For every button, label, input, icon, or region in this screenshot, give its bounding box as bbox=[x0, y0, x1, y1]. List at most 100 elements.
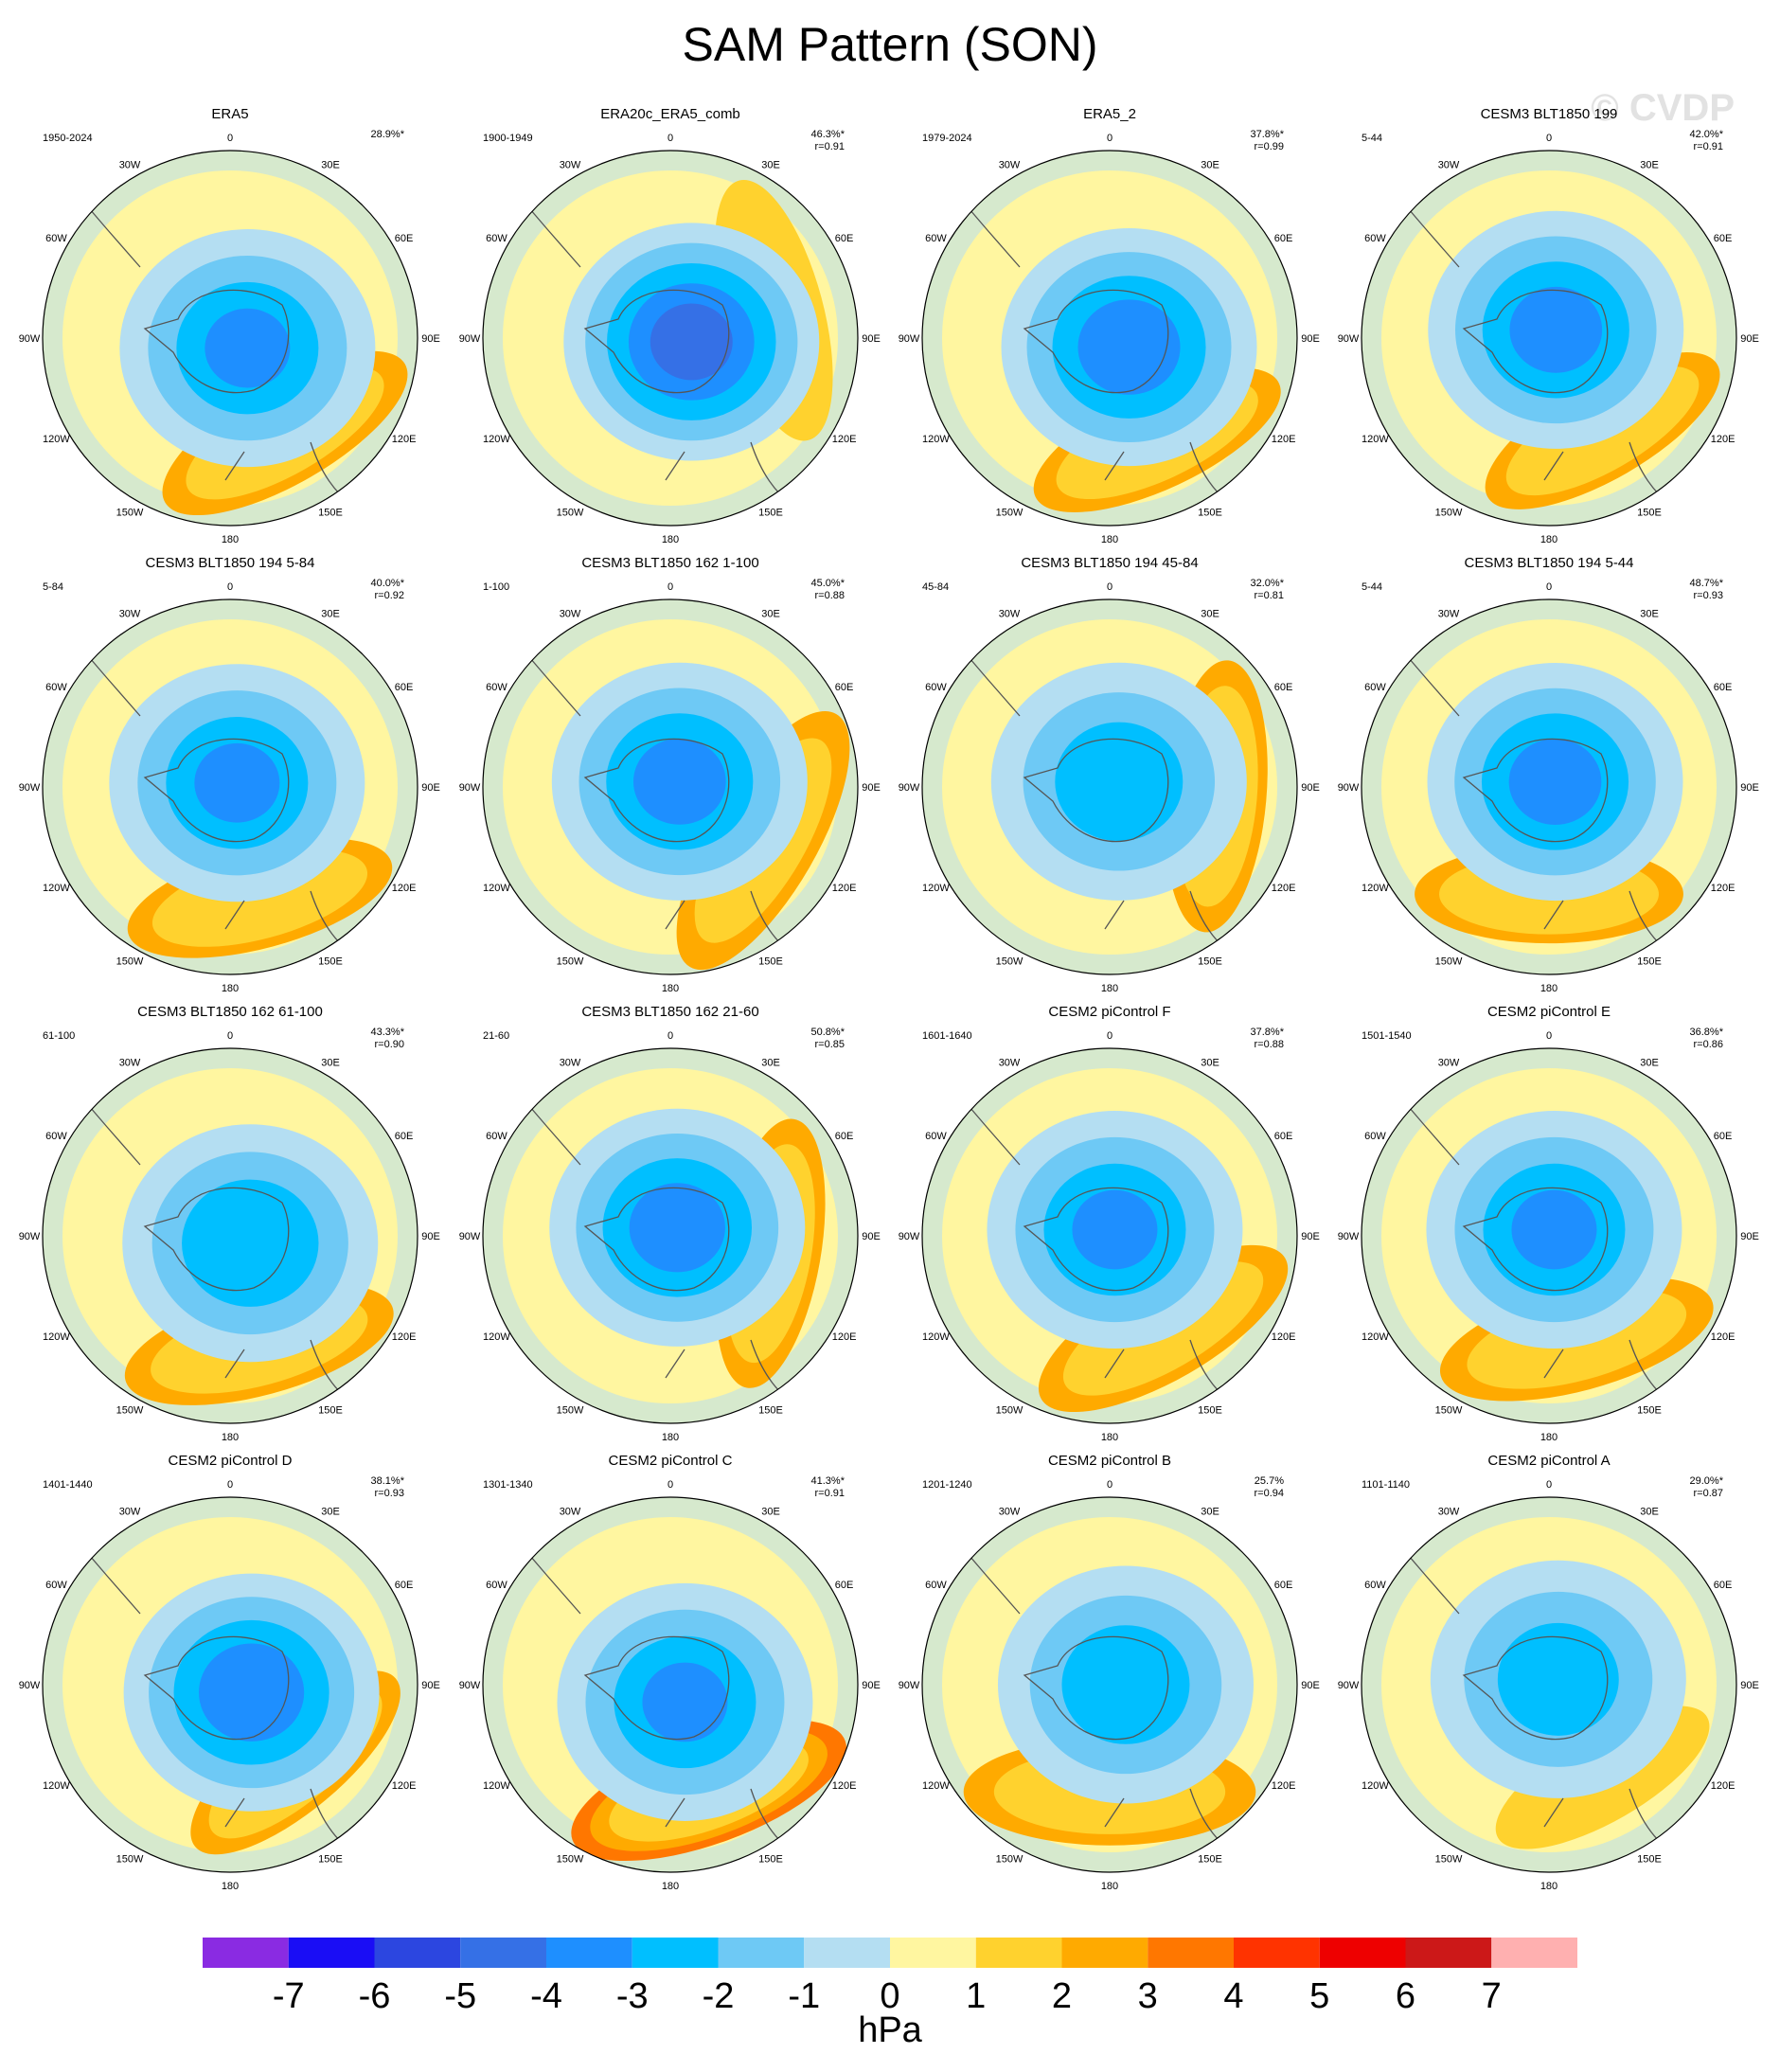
longitude-tick-label: 60E bbox=[1274, 233, 1293, 244]
colorbar-tick-label: 7 bbox=[1482, 1976, 1502, 2016]
colorbar-swatch bbox=[546, 1938, 632, 1968]
map-panel: 0 30E 60E 90E 120E 150E 180 150W 120W 90W 60W 30W CE… bbox=[1338, 1453, 1759, 1892]
longitude-tick-label: 120W bbox=[1362, 1331, 1389, 1343]
longitude-tick-label: 30E bbox=[1640, 159, 1659, 170]
longitude-tick-label: 180 bbox=[662, 534, 679, 545]
panel-period: 1950-2024 bbox=[43, 133, 93, 144]
longitude-tick-label: 90E bbox=[1301, 1680, 1320, 1691]
longitude-tick-label: 60E bbox=[1274, 1580, 1293, 1591]
longitude-tick-label: 180 bbox=[1540, 1432, 1558, 1443]
negative-contour bbox=[1077, 299, 1181, 395]
negative-rim-contour bbox=[922, 599, 1297, 974]
panel-title: CESM2 piControl B bbox=[1048, 1453, 1171, 1469]
longitude-tick-label: 60W bbox=[486, 1131, 507, 1142]
panel-pattern-correlation: r=0.85 bbox=[815, 1039, 846, 1050]
longitude-tick-label: 90E bbox=[1301, 333, 1320, 345]
panel-period: 5-84 bbox=[43, 581, 63, 593]
longitude-tick-label: 30W bbox=[999, 1057, 1021, 1068]
map-border bbox=[921, 150, 1298, 527]
map-panel: 0 30E 60E 90E 120E 150E 180 150W 120W 90W 60W 30W CE… bbox=[899, 555, 1320, 994]
longitude-tick-label: 120E bbox=[392, 1780, 417, 1792]
negative-contour bbox=[1072, 1189, 1158, 1270]
panel-pattern-correlation: r=0.88 bbox=[1255, 1039, 1285, 1050]
longitude-tick-label: 150W bbox=[996, 1854, 1024, 1866]
longitude-tick-label: 30W bbox=[1438, 1506, 1460, 1517]
colorbar-swatch bbox=[1148, 1938, 1234, 1968]
longitude-tick-label: 30W bbox=[560, 608, 581, 619]
longitude-tick-label: 60W bbox=[486, 1580, 507, 1591]
longitude-tick-label: 90E bbox=[862, 1231, 881, 1242]
longitude-tick-label: 150E bbox=[318, 956, 343, 968]
panel-variance-explained: 43.3%* bbox=[371, 1027, 405, 1038]
longitude-tick-label: 60W bbox=[1364, 1131, 1386, 1142]
longitude-tick-label: 60W bbox=[1364, 233, 1386, 244]
longitude-tick-label: 180 bbox=[662, 1432, 679, 1443]
negative-rim-contour bbox=[922, 151, 1297, 526]
panel-period: 1900-1949 bbox=[483, 133, 533, 144]
colorbar-swatch bbox=[804, 1938, 890, 1968]
longitude-tick-label: 90W bbox=[19, 1231, 41, 1242]
new-zealand-coastline bbox=[1543, 900, 1564, 930]
panel-pattern-correlation: r=0.87 bbox=[1694, 1488, 1724, 1499]
new-zealand-coastline bbox=[1543, 1349, 1564, 1379]
negative-rim-contour bbox=[922, 1048, 1297, 1423]
colorbar-tick-label: -1 bbox=[788, 1976, 820, 2016]
antarctica-coastline bbox=[583, 1187, 730, 1292]
panel-title: CESM3 BLT1850 194 5-44 bbox=[1465, 555, 1634, 571]
longitude-tick-label: 60W bbox=[45, 233, 67, 244]
antarctica-coastline bbox=[143, 1187, 290, 1292]
panel-title: ERA20c_ERA5_comb bbox=[600, 106, 740, 122]
longitude-tick-label: 120W bbox=[922, 434, 950, 445]
longitude-tick-label: 0 bbox=[227, 1479, 233, 1491]
longitude-tick-label: 30E bbox=[321, 159, 340, 170]
panel-variance-explained: 37.8%* bbox=[1251, 1027, 1285, 1038]
longitude-tick-label: 120E bbox=[392, 883, 417, 894]
watermark: © CVDP bbox=[1591, 87, 1735, 129]
longitude-tick-label: 60W bbox=[45, 1131, 67, 1142]
colorbar-tick-label: 5 bbox=[1309, 1976, 1329, 2016]
panel-title: CESM2 piControl E bbox=[1487, 1004, 1611, 1020]
longitude-tick-label: 60E bbox=[395, 233, 414, 244]
panel-variance-explained: 46.3%* bbox=[811, 129, 846, 140]
new-zealand-coastline bbox=[665, 451, 685, 481]
longitude-tick-label: 120E bbox=[1711, 883, 1736, 894]
panel-period: 21-60 bbox=[483, 1030, 509, 1042]
longitude-tick-label: 150E bbox=[318, 1405, 343, 1417]
panel-variance-explained: 32.0%* bbox=[1251, 578, 1285, 589]
longitude-tick-label: 90W bbox=[19, 782, 41, 794]
longitude-tick-label: 120E bbox=[1272, 434, 1296, 445]
map-panel: 0 30E 60E 90E 120E 150E 180 150W 120W 90W 60W 30W CE… bbox=[19, 555, 440, 994]
longitude-tick-label: 90E bbox=[862, 333, 881, 345]
new-zealand-coastline bbox=[224, 900, 245, 930]
colorbar-swatch bbox=[1061, 1938, 1148, 1968]
longitude-tick-label: 120W bbox=[483, 1780, 510, 1792]
negative-contour bbox=[199, 1643, 305, 1742]
longitude-tick-label: 150W bbox=[557, 1854, 584, 1866]
panel-title: CESM3 BLT1850 194 45-84 bbox=[1021, 555, 1198, 571]
negative-rim-contour bbox=[43, 1048, 418, 1423]
longitude-tick-label: 60E bbox=[1714, 682, 1733, 693]
panel-title: ERA5_2 bbox=[1083, 106, 1136, 122]
panel-period: 5-44 bbox=[1362, 133, 1382, 144]
colorbar-swatch bbox=[890, 1938, 976, 1968]
colorbar-tick-label: -6 bbox=[359, 1976, 391, 2016]
longitude-tick-label: 150E bbox=[758, 1405, 783, 1417]
longitude-tick-label: 120W bbox=[43, 1780, 70, 1792]
longitude-tick-label: 0 bbox=[1107, 133, 1112, 144]
longitude-tick-label: 90E bbox=[1740, 333, 1759, 345]
map-panel: 0 30E 60E 90E 120E 150E 180 150W 120W 90W 60W 30W CE… bbox=[1338, 1004, 1759, 1443]
longitude-tick-label: 150W bbox=[1435, 1854, 1463, 1866]
new-zealand-coastline bbox=[224, 1797, 245, 1828]
longitude-tick-label: 180 bbox=[662, 1881, 679, 1892]
longitude-tick-label: 150E bbox=[1637, 1405, 1662, 1417]
panel-variance-explained: 45.0%* bbox=[811, 578, 846, 589]
colorbar-tick-label: 2 bbox=[1052, 1976, 1072, 2016]
longitude-tick-label: 60E bbox=[1274, 682, 1293, 693]
longitude-tick-label: 150W bbox=[557, 1405, 584, 1417]
longitude-tick-label: 30W bbox=[119, 1057, 141, 1068]
longitude-tick-label: 90E bbox=[1740, 782, 1759, 794]
page-title: SAM Pattern (SON) bbox=[682, 18, 1098, 71]
new-zealand-coastline bbox=[1543, 1797, 1564, 1828]
colorbar-unit-label: hPa bbox=[858, 2010, 922, 2050]
longitude-tick-label: 150W bbox=[996, 956, 1024, 968]
